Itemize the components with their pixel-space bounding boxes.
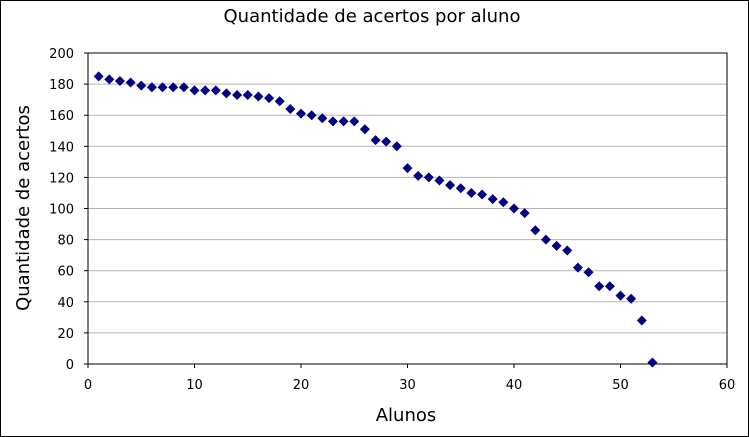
chart-title: Quantidade de acertos por aluno	[224, 6, 521, 27]
data-point	[583, 267, 594, 278]
x-tick-label: 30	[399, 378, 416, 393]
data-point	[626, 293, 637, 304]
x-tick-label: 0	[84, 378, 92, 393]
data-point	[423, 172, 434, 183]
data-point	[413, 170, 424, 181]
data-point	[296, 108, 306, 119]
data-point	[487, 194, 498, 205]
data-point	[306, 110, 317, 121]
data-point	[572, 262, 583, 273]
data-point	[498, 197, 509, 208]
y-tick-label: 80	[57, 234, 74, 249]
data-point	[594, 281, 605, 292]
y-tick-label: 0	[66, 358, 74, 373]
data-point	[200, 85, 211, 96]
data-point	[445, 180, 456, 191]
data-points	[93, 71, 658, 368]
data-point	[381, 136, 392, 147]
data-point	[327, 116, 338, 127]
y-axis-ticks: 0 20 40 60 80 100 120 140 160 180 200	[49, 47, 88, 373]
data-point	[274, 96, 285, 107]
data-point	[242, 89, 253, 100]
data-point	[136, 80, 147, 91]
data-point	[189, 85, 200, 96]
x-axis-title: Alunos	[376, 405, 437, 426]
data-point	[615, 290, 626, 301]
y-tick-label: 20	[57, 327, 74, 342]
data-point	[221, 88, 232, 99]
data-point	[104, 74, 115, 85]
data-point	[647, 357, 658, 368]
x-tick-label: 10	[186, 378, 203, 393]
data-point	[519, 208, 530, 219]
data-point	[146, 82, 157, 93]
data-point	[338, 116, 349, 127]
data-point	[359, 124, 370, 135]
data-point	[434, 175, 445, 186]
data-point	[93, 71, 104, 82]
data-point	[455, 183, 466, 194]
y-tick-label: 40	[57, 296, 74, 311]
x-tick-label: 40	[506, 378, 523, 393]
gridlines	[88, 52, 727, 365]
y-tick-label: 180	[49, 78, 74, 93]
data-point	[253, 91, 264, 102]
data-point	[562, 245, 573, 256]
data-point	[178, 82, 189, 93]
data-point	[604, 281, 615, 292]
y-tick-label: 160	[49, 109, 74, 124]
data-point	[114, 75, 125, 86]
data-point	[636, 315, 647, 326]
data-point	[540, 234, 551, 245]
data-point	[402, 163, 413, 174]
y-tick-label: 60	[57, 265, 74, 280]
data-point	[157, 82, 168, 93]
data-point	[370, 135, 381, 146]
data-point	[509, 203, 519, 214]
data-point	[285, 103, 296, 114]
data-point	[125, 77, 136, 88]
data-point	[232, 89, 243, 100]
x-tick-label: 20	[293, 378, 310, 393]
y-axis-title: Quantidade de acertos	[13, 105, 34, 311]
y-tick-label: 140	[49, 140, 74, 155]
x-axis-ticks: 0 10 20 30 40 50 60	[84, 364, 735, 393]
data-point	[530, 225, 541, 236]
x-tick-label: 50	[612, 378, 629, 393]
data-point	[466, 187, 477, 198]
y-tick-label: 200	[49, 47, 74, 62]
x-tick-label: 60	[719, 378, 736, 393]
data-point	[317, 113, 328, 124]
y-tick-label: 100	[49, 203, 74, 218]
data-point	[391, 141, 402, 152]
data-point	[210, 85, 221, 96]
data-point	[264, 93, 275, 104]
y-tick-label: 120	[49, 171, 74, 186]
data-point	[349, 116, 360, 127]
data-point	[551, 240, 562, 251]
data-point	[477, 189, 488, 200]
data-point	[168, 82, 179, 93]
